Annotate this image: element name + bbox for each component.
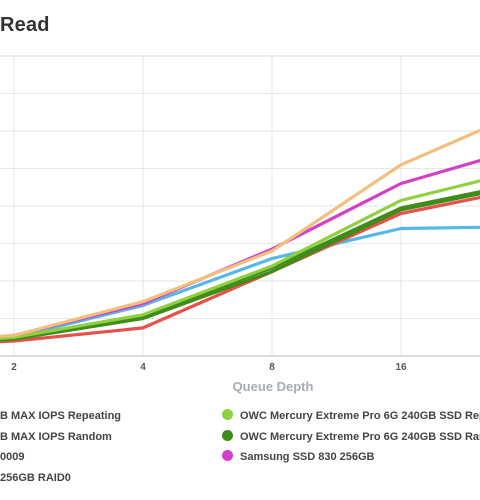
x-tick-label: 16 [395, 362, 407, 373]
tick-layer: 2 4 8 16 [11, 362, 407, 373]
legend-item[interactable]: 0009 [0, 449, 24, 465]
legend-dot [222, 450, 233, 461]
series-line [0, 179, 480, 340]
x-tick-label: 4 [140, 362, 146, 373]
legend-item[interactable]: B MAX IOPS Repeating [0, 408, 121, 424]
series-line [0, 190, 480, 342]
x-axis-title: Queue Depth [233, 379, 314, 394]
series-line [0, 195, 480, 344]
legend-label: B MAX IOPS Random [0, 431, 112, 443]
series-line [0, 128, 480, 339]
legend-label: OWC Mercury Extreme Pro 6G 240GB SSD Rep… [240, 410, 480, 422]
legend-item[interactable]: OWC Mercury Extreme Pro 6G 240GB SSD Rep… [222, 408, 480, 424]
legend-label: 256GB RAID0 [0, 472, 71, 484]
legend-label: OWC Mercury Extreme Pro 6G 240GB SSD Ran… [240, 431, 480, 443]
legend-item[interactable]: B MAX IOPS Random [0, 429, 112, 445]
x-tick-label: 2 [11, 362, 17, 373]
chart-title: Read [0, 14, 50, 36]
legend-item[interactable]: 256GB RAID0 [0, 470, 71, 486]
legend-item[interactable]: Samsung SSD 830 256GB [222, 449, 375, 465]
legend-label: Samsung SSD 830 256GB [240, 451, 375, 463]
legend-item[interactable]: OWC Mercury Extreme Pro 6G 240GB SSD Ran… [222, 429, 480, 445]
legend-label: 0009 [0, 451, 25, 463]
grid-layer [0, 55, 480, 357]
series-line [0, 158, 480, 339]
series-line [0, 225, 480, 340]
legend-dot [222, 430, 233, 441]
series-layer [0, 128, 480, 344]
legend-dot [222, 409, 233, 420]
series-line [0, 192, 480, 342]
legend-label: B MAX IOPS Repeating [0, 410, 122, 422]
x-tick-label: 8 [269, 362, 275, 373]
